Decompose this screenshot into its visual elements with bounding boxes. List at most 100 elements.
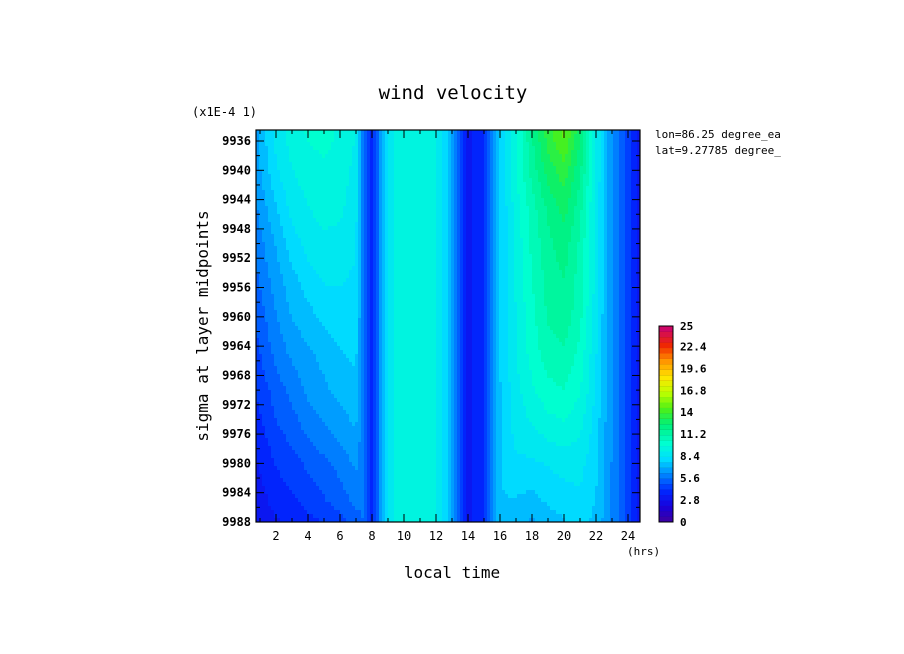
- heat-cell: [481, 146, 485, 151]
- heat-cell: [556, 234, 560, 239]
- heat-cell: [487, 142, 491, 147]
- heat-cell: [331, 142, 335, 147]
- heat-cell: [625, 182, 629, 187]
- heat-cell: [487, 214, 491, 219]
- heat-cell: [541, 182, 545, 187]
- heat-cell: [475, 138, 479, 143]
- heat-cell: [262, 162, 266, 167]
- heat-cell: [517, 274, 521, 279]
- heat-cell: [454, 246, 458, 251]
- heat-cell: [601, 162, 605, 167]
- heat-cell: [601, 186, 605, 191]
- heat-cell: [505, 226, 509, 231]
- heat-cell: [583, 246, 587, 251]
- heat-cell: [337, 230, 341, 235]
- heat-cell: [286, 170, 290, 175]
- heat-cell: [634, 134, 638, 139]
- heat-cell: [409, 186, 413, 191]
- heat-cell: [520, 246, 524, 251]
- heat-cell: [358, 162, 362, 167]
- heat-cell: [376, 214, 380, 219]
- heat-cell: [514, 214, 518, 219]
- heat-cell: [559, 130, 563, 135]
- heat-cell: [514, 234, 518, 239]
- heat-cell: [526, 194, 530, 199]
- heat-cell: [328, 130, 332, 135]
- heat-cell: [511, 242, 515, 247]
- heat-cell: [538, 194, 542, 199]
- heat-cell: [601, 262, 605, 267]
- heat-cell: [571, 146, 575, 151]
- heat-cell: [580, 190, 584, 195]
- heat-cell: [511, 282, 515, 287]
- heat-cell: [571, 190, 575, 195]
- heat-cell: [265, 242, 269, 247]
- heat-cell: [433, 270, 437, 275]
- heat-cell: [625, 238, 629, 243]
- heat-cell: [343, 170, 347, 175]
- heat-cell: [520, 238, 524, 243]
- heat-cell: [508, 266, 512, 271]
- heat-cell: [463, 254, 467, 259]
- heat-cell: [382, 154, 386, 159]
- heat-cell: [292, 230, 296, 235]
- heat-cell: [355, 134, 359, 139]
- heat-cell: [475, 282, 479, 287]
- heat-cell: [637, 262, 641, 267]
- heat-cell: [580, 162, 584, 167]
- heat-cell: [346, 282, 350, 287]
- heat-cell: [517, 182, 521, 187]
- heat-cell: [379, 198, 383, 203]
- heat-cell: [625, 210, 629, 215]
- heat-cell: [565, 158, 569, 163]
- heat-cell: [490, 178, 494, 183]
- heat-cell: [289, 150, 293, 155]
- heat-cell: [328, 266, 332, 271]
- heat-cell: [256, 166, 260, 171]
- heat-cell: [385, 214, 389, 219]
- heat-cell: [295, 242, 299, 247]
- heat-cell: [289, 254, 293, 259]
- heat-cell: [415, 206, 419, 211]
- heat-cell: [412, 266, 416, 271]
- heat-cell: [496, 206, 500, 211]
- heat-cell: [262, 178, 266, 183]
- heat-cell: [604, 170, 608, 175]
- heat-cell: [352, 134, 356, 139]
- heat-cell: [355, 262, 359, 267]
- heat-cell: [382, 238, 386, 243]
- heat-cell: [472, 166, 476, 171]
- heat-cell: [487, 238, 491, 243]
- heat-cell: [589, 134, 593, 139]
- heat-cell: [589, 198, 593, 203]
- heat-cell: [613, 222, 617, 227]
- heat-cell: [319, 174, 323, 179]
- heat-cell: [550, 138, 554, 143]
- heat-cell: [472, 274, 476, 279]
- heat-cell: [298, 250, 302, 255]
- heat-cell: [529, 130, 533, 135]
- heat-cell: [346, 182, 350, 187]
- heat-cell: [580, 198, 584, 203]
- heat-cell: [451, 250, 455, 255]
- heat-cell: [283, 162, 287, 167]
- heat-cell: [433, 138, 437, 143]
- heat-cell: [367, 266, 371, 271]
- heat-cell: [508, 246, 512, 251]
- heat-cell: [631, 230, 635, 235]
- heat-cell: [268, 194, 272, 199]
- heat-cell: [349, 234, 353, 239]
- heat-cell: [316, 158, 320, 163]
- heat-cell: [451, 150, 455, 155]
- heat-cell: [607, 186, 611, 191]
- heat-cell: [400, 198, 404, 203]
- heat-cell: [364, 258, 368, 263]
- heat-cell: [556, 282, 560, 287]
- heat-cell: [601, 270, 605, 275]
- heat-cell: [508, 254, 512, 259]
- heat-cell: [466, 194, 470, 199]
- heat-cell: [316, 282, 320, 287]
- heat-cell: [364, 274, 368, 279]
- heat-cell: [463, 198, 467, 203]
- heat-cell: [421, 254, 425, 259]
